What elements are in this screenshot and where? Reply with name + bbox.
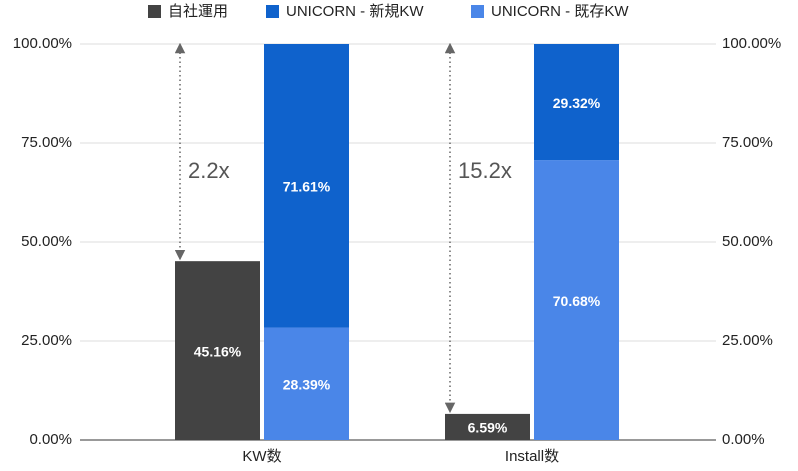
y-tick-label: 75.00% [21, 134, 72, 151]
y2-tick-label: 50.00% [722, 233, 773, 250]
x-tick-label: Install数 [505, 448, 559, 465]
annotation: 15.2x [458, 158, 512, 183]
bar [264, 327, 349, 440]
legend-swatch [471, 5, 484, 18]
legend-swatch [266, 5, 279, 18]
y2-tick-label: 0.00% [722, 431, 765, 448]
legend-label: UNICORN - 新規KW [286, 3, 424, 20]
y2-tick-label: 100.00% [722, 35, 781, 52]
value-label: 29.32% [553, 95, 601, 111]
value-label: 70.68% [553, 293, 601, 309]
y-tick-label: 25.00% [21, 332, 72, 349]
value-label: 6.59% [468, 420, 508, 436]
bar [534, 160, 619, 441]
legend-swatch [148, 5, 161, 18]
annotation: 2.2x [188, 158, 230, 183]
y-tick-label: 0.00% [29, 431, 72, 448]
bar [445, 413, 530, 440]
x-tick-label: KW数 [242, 448, 281, 465]
y2-tick-label: 25.00% [722, 332, 773, 349]
y-tick-label: 100.00% [13, 35, 72, 52]
bar [175, 261, 260, 440]
value-label: 71.61% [283, 178, 331, 194]
legend-label: 自社運用 [168, 3, 228, 20]
y-tick-label: 50.00% [21, 233, 72, 250]
bar [534, 44, 619, 161]
legend-label: UNICORN - 既存KW [491, 3, 629, 20]
y2-tick-label: 75.00% [722, 134, 773, 151]
value-label: 45.16% [194, 343, 242, 359]
value-label: 28.39% [283, 376, 331, 392]
bar [264, 44, 349, 328]
